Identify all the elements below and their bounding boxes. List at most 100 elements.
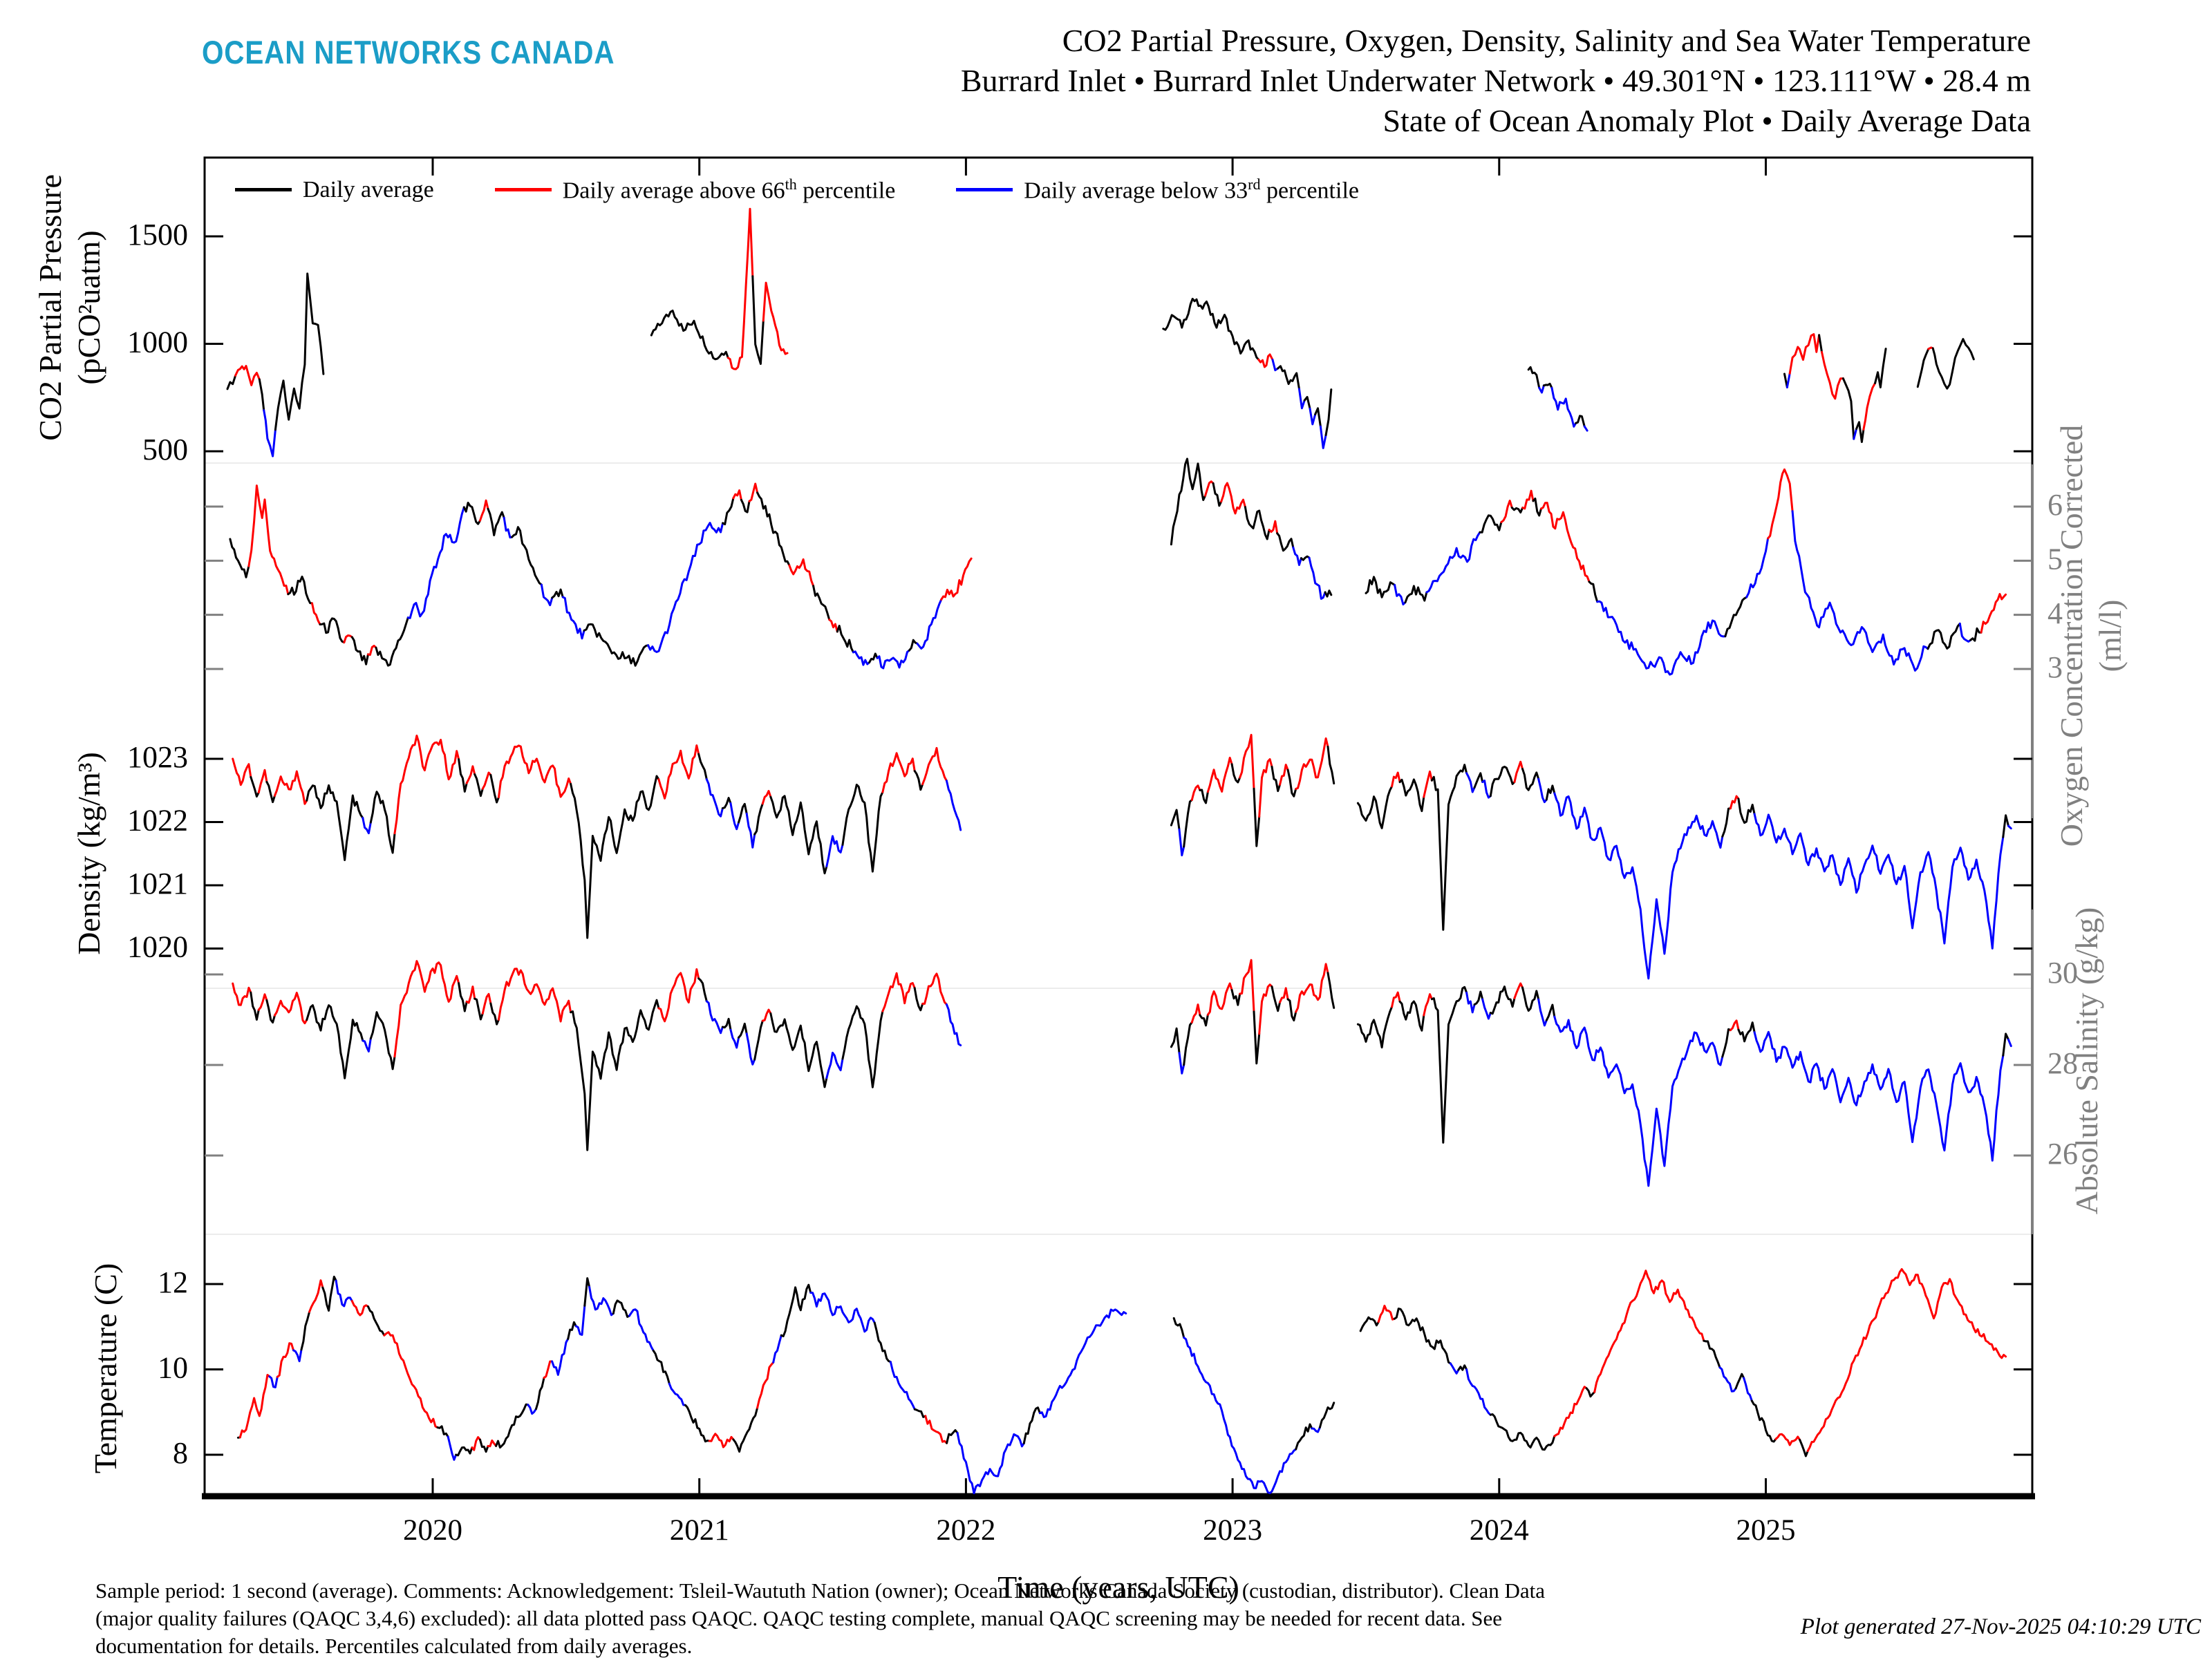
oxygen-series-path bbox=[1365, 576, 1396, 598]
oxygen-series-path bbox=[1268, 520, 1279, 535]
oxygen-series-path bbox=[462, 502, 481, 525]
density-series-path bbox=[1258, 758, 1273, 818]
oxygen-tick-label: 5 bbox=[2047, 542, 2063, 576]
salinity-series-path bbox=[1753, 1030, 2005, 1162]
co2-tick-label: 1500 bbox=[127, 218, 188, 252]
temperature-series-path bbox=[913, 1408, 927, 1418]
density-series-path bbox=[1753, 813, 2005, 950]
x-tick-label: 2023 bbox=[1203, 1514, 1262, 1547]
co2-series-path bbox=[1298, 388, 1306, 410]
oxygen-series-path bbox=[1479, 514, 1503, 534]
co2-series-path bbox=[1527, 366, 1541, 389]
title-line-1: CO2 Partial Pressure, Oxygen, Density, S… bbox=[1062, 23, 2031, 58]
temperature-series-path bbox=[708, 1433, 735, 1449]
salinity-series-path bbox=[1253, 1010, 1261, 1065]
temperature-series-path bbox=[1318, 1402, 1335, 1428]
salinity-series-path bbox=[481, 992, 492, 1015]
temperature-series-path bbox=[487, 1439, 498, 1448]
co2-series-path bbox=[1583, 425, 1588, 432]
temperature-series-path bbox=[583, 1277, 591, 1307]
temperature-series-path bbox=[809, 1292, 876, 1333]
salinity-series-path bbox=[1295, 963, 1329, 1013]
oxygen-series-path bbox=[647, 522, 724, 653]
density-series-path bbox=[1473, 772, 1484, 789]
oxygen-series-path bbox=[1204, 480, 1215, 497]
footer-comments: Sample period: 1 second (average). Comme… bbox=[95, 1577, 1754, 1660]
salinity-series-path bbox=[1356, 1006, 1394, 1049]
temperature-series-path bbox=[455, 1446, 474, 1457]
co2-series-path bbox=[258, 378, 265, 412]
temperature-series-path bbox=[321, 1275, 337, 1312]
temperature-series-path bbox=[732, 1406, 759, 1453]
temperature-series-path bbox=[1457, 1364, 1468, 1371]
density-series-path bbox=[1356, 785, 1394, 829]
oxygen-series-path bbox=[1767, 468, 1794, 540]
density-series-path bbox=[465, 765, 476, 784]
temperature-series-path bbox=[1799, 1438, 1809, 1458]
co2-series-path bbox=[751, 275, 765, 365]
oxygen-series-path bbox=[229, 538, 250, 578]
legend-item-daily: Daily average bbox=[235, 177, 434, 203]
density-series-path bbox=[1729, 795, 1740, 810]
oxygen-series-path bbox=[1724, 596, 1748, 638]
salinity-series-path bbox=[945, 1003, 962, 1046]
density-series-path bbox=[945, 780, 962, 831]
oxygen-series-path bbox=[788, 558, 815, 587]
density-series-path bbox=[1230, 763, 1241, 784]
co2-series-path bbox=[1542, 382, 1553, 389]
density-series-path bbox=[1721, 807, 1732, 838]
daily-average-line-swatch bbox=[235, 188, 292, 192]
oxygen-series-path bbox=[375, 616, 409, 667]
oxygen-series-path bbox=[916, 598, 943, 650]
temperature-series-path bbox=[1172, 1317, 1185, 1339]
density-series-path bbox=[393, 735, 460, 835]
salinity-series-path bbox=[1170, 1027, 1181, 1055]
salinity-series-path bbox=[1465, 991, 1476, 1014]
temperature-series-path bbox=[535, 1377, 545, 1411]
temperature-series-path bbox=[436, 1425, 449, 1438]
oxygen-series-path bbox=[583, 623, 650, 667]
salinity-series-path bbox=[1513, 982, 1524, 999]
temperature-series-path bbox=[551, 1337, 570, 1376]
temperature-series-path bbox=[479, 1438, 489, 1453]
density-series-path bbox=[1423, 770, 1433, 798]
temperature-series-path bbox=[383, 1331, 439, 1428]
temperature-series-path bbox=[1465, 1368, 1492, 1416]
salinity-series-path bbox=[769, 1012, 828, 1088]
salinity-axis-title: Absolute Salinity (g/kg) bbox=[2069, 907, 2104, 1215]
co2-series-path bbox=[1257, 353, 1274, 368]
co2-series-path bbox=[274, 272, 325, 431]
salinity-series-path bbox=[1537, 998, 1548, 1027]
density-series-path bbox=[1430, 764, 1468, 931]
salinity-series-path bbox=[729, 1028, 740, 1049]
oxygen-series-path bbox=[1308, 556, 1327, 600]
density-series-path bbox=[841, 784, 884, 873]
salinity-series-path bbox=[1206, 982, 1233, 1016]
density-tick-label: 1023 bbox=[127, 740, 188, 774]
footer-line-2: (major quality failures (QAQC 3,4,6) exc… bbox=[95, 1606, 1503, 1630]
temperature-series-path bbox=[471, 1436, 481, 1451]
oxygen-series-path bbox=[1324, 590, 1333, 598]
density-series-path bbox=[1183, 799, 1193, 848]
density-series-path bbox=[769, 795, 828, 875]
oxygen-series-path bbox=[503, 516, 514, 539]
oxygen-series-path bbox=[908, 639, 919, 652]
oxygen-series-path bbox=[540, 583, 554, 607]
co2-series-path bbox=[1788, 333, 1821, 375]
density-series-path bbox=[825, 835, 844, 867]
salinity-series-path bbox=[1721, 1028, 1732, 1058]
above-percentile-line-swatch bbox=[494, 188, 552, 192]
title-line-2: Burrard Inlet • Burrard Inlet Underwater… bbox=[960, 63, 2031, 98]
oxygen-series-path bbox=[836, 625, 854, 654]
temperature-series-path bbox=[889, 1361, 916, 1411]
density-series-path bbox=[2007, 824, 2012, 830]
salinity-series-path bbox=[1423, 993, 1433, 1017]
density-series-path bbox=[257, 768, 268, 794]
temperature-series-path bbox=[612, 1299, 630, 1318]
temperature-series-path bbox=[588, 1285, 615, 1317]
oxygen-series-path bbox=[812, 585, 831, 621]
co2-axis-title: (pCO²uatm) bbox=[71, 230, 106, 384]
density-series-path bbox=[306, 784, 364, 861]
density-series-path bbox=[1481, 780, 1492, 799]
